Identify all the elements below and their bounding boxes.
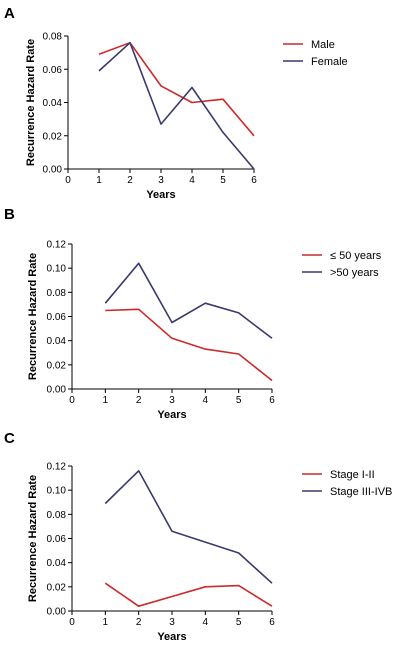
y-axis-title: Recurrence Hazard Rate	[25, 39, 37, 166]
y-tick-label: 0.12	[47, 240, 67, 251]
x-tick-label: 5	[236, 395, 242, 406]
x-tick-label: 4	[203, 617, 209, 628]
x-tick-label: 3	[169, 395, 175, 406]
y-tick-label: 0.00	[47, 607, 67, 618]
legend-label-1: ≤ 50 years	[330, 250, 382, 262]
x-axis-title: Years	[157, 631, 186, 643]
y-tick-label: 0.06	[47, 534, 67, 545]
y-tick-label: 0.04	[47, 336, 67, 347]
legend-label-2: Stage III-IVB	[330, 486, 392, 498]
x-tick-label: 3	[169, 617, 175, 628]
series-line-1	[105, 308, 273, 382]
y-axis-title: Recurrence Hazard Rate	[27, 253, 39, 380]
x-tick-label: 0	[65, 175, 71, 186]
x-tick-label: 2	[136, 395, 142, 406]
legend-label-2: >50 years	[330, 267, 379, 279]
y-tick-label: 0.04	[43, 98, 63, 109]
y-tick-label: 0.00	[47, 385, 67, 396]
legend-label-1: Male	[311, 39, 335, 51]
legend-label-1: Stage I-II	[330, 469, 375, 481]
y-tick-label: 0.02	[43, 131, 63, 142]
y-tick-label: 0.10	[47, 264, 67, 275]
y-tick-label: 0.10	[47, 486, 67, 497]
x-tick-label: 4	[189, 175, 195, 186]
y-tick-label: 0.02	[47, 582, 67, 593]
legend-label-2: Female	[311, 56, 348, 68]
x-tick-label: 1	[103, 395, 109, 406]
x-axis-title: Years	[157, 409, 186, 421]
x-axis-title: Years	[146, 189, 175, 201]
x-tick-label: 6	[269, 617, 275, 628]
x-tick-label: 1	[96, 175, 102, 186]
panel-letter-c: C	[4, 430, 15, 447]
y-tick-label: 0.04	[47, 558, 67, 569]
series-line-1	[98, 41, 255, 137]
x-tick-label: 6	[269, 395, 275, 406]
x-tick-label: 6	[251, 175, 257, 186]
x-tick-label: 0	[69, 617, 75, 628]
series-line-2	[104, 262, 273, 339]
x-tick-label: 5	[236, 617, 242, 628]
series-line-2	[104, 469, 273, 584]
y-tick-label: 0.08	[43, 32, 63, 43]
y-tick-label: 0.08	[47, 288, 67, 299]
x-tick-label: 0	[69, 395, 75, 406]
y-tick-label: 0.12	[47, 462, 67, 473]
x-tick-label: 3	[158, 175, 164, 186]
y-tick-label: 0.06	[47, 312, 67, 323]
y-axis-title: Recurrence Hazard Rate	[27, 475, 39, 602]
x-tick-label: 2	[127, 175, 133, 186]
panel-letter-a: A	[4, 5, 15, 22]
y-tick-label: 0.00	[43, 165, 63, 176]
x-tick-label: 1	[103, 617, 109, 628]
series-line-1	[104, 582, 273, 608]
y-tick-label: 0.08	[47, 510, 67, 521]
y-tick-label: 0.02	[47, 360, 67, 371]
x-tick-label: 2	[136, 617, 142, 628]
x-tick-label: 4	[203, 395, 209, 406]
x-tick-label: 5	[220, 175, 226, 186]
panel-letter-b: B	[4, 206, 15, 223]
series-line-2	[98, 41, 255, 170]
y-tick-label: 0.06	[43, 65, 63, 76]
